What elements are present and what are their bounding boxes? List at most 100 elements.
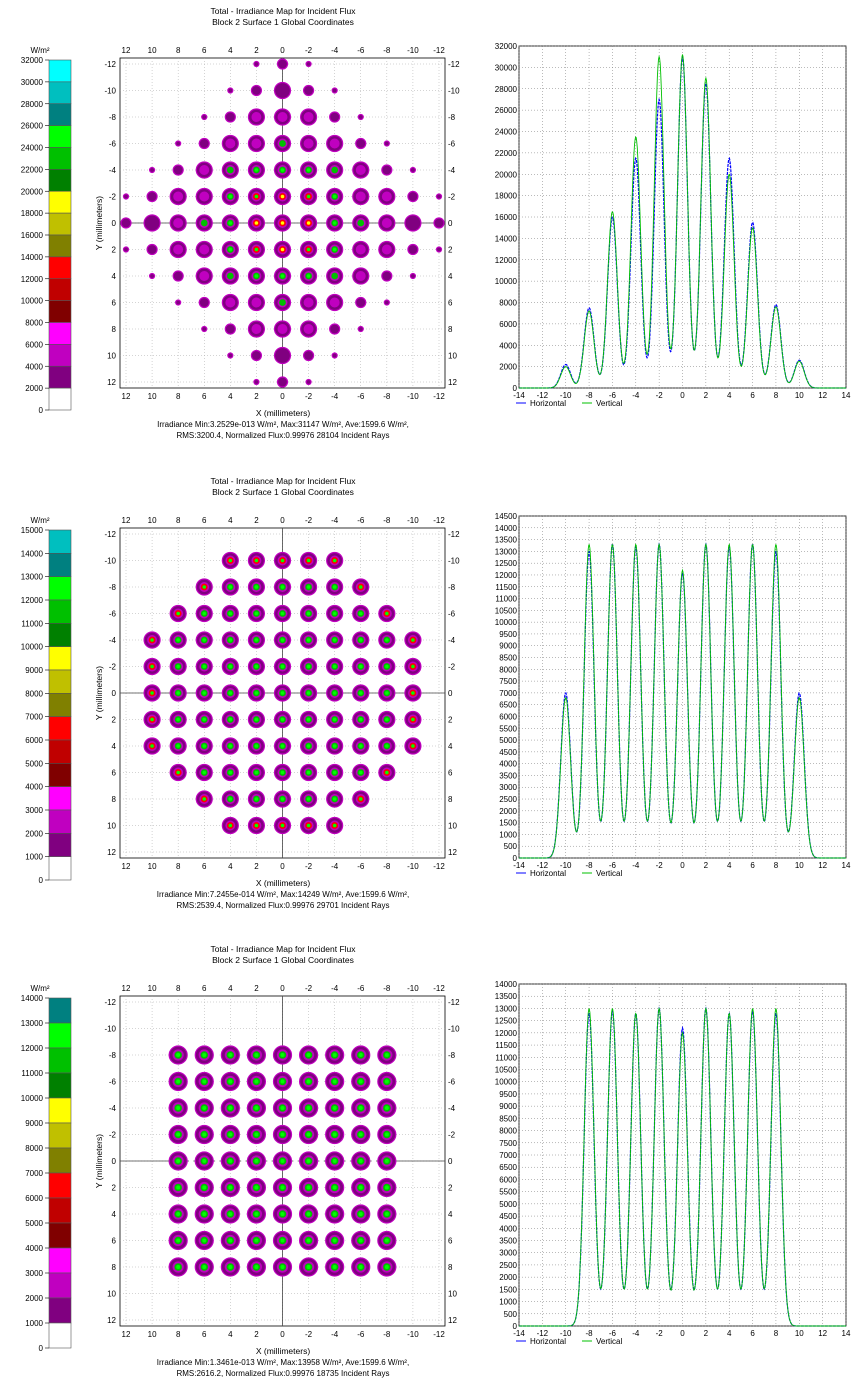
flux-spot-mid [251, 112, 262, 122]
profile-x-tick: -4 [632, 1329, 640, 1338]
map-y-tick-right: 6 [448, 769, 453, 778]
flux-spot-center [332, 1185, 337, 1190]
map-x-tick-bottom: -4 [331, 392, 339, 401]
flux-gap [318, 624, 325, 629]
legend-tick-label: 9000 [25, 1119, 43, 1128]
legend-swatch [48, 169, 72, 192]
profile-y-tick: 12500 [495, 559, 518, 568]
flux-gap [267, 1131, 272, 1138]
map-x-tick-bottom: -2 [305, 392, 313, 401]
flux-gap [162, 730, 169, 735]
flux-spot [355, 296, 367, 309]
flux-spot-center [306, 823, 311, 828]
map-y-tick-right: -10 [448, 87, 460, 96]
legend-swatch [48, 529, 72, 554]
flux-spot-center [176, 770, 180, 775]
flux-gap [344, 757, 351, 762]
flux-gap [292, 651, 299, 656]
flux-spot-center [228, 247, 233, 252]
legend-swatch [48, 716, 72, 741]
map-y-tick-left: -6 [109, 1078, 117, 1087]
flux-spot-center [254, 1212, 259, 1216]
map-y-tick-right: -6 [448, 610, 456, 619]
map-y-tick-left: -8 [109, 1051, 117, 1060]
flux-spot-center [228, 1265, 233, 1269]
flux-spot-center [176, 1159, 181, 1163]
legend-tick-label: 11000 [21, 1069, 43, 1078]
legend-swatch [48, 856, 72, 881]
stats-line-1: Irradiance Min:7.2455e-014 W/m², Max:142… [157, 890, 409, 899]
flux-spot-center [280, 221, 285, 225]
flux-gap [214, 757, 221, 762]
flux-spot-center [254, 221, 259, 225]
irradiance-panel-1: Total - Irradiance Map for Incident Flux… [0, 0, 859, 440]
flux-spot [122, 246, 130, 253]
profile-x-tick: 14 [842, 861, 851, 870]
flux-spot-center [358, 717, 363, 722]
flux-spot-center [176, 717, 180, 722]
map-title: Total - Irradiance Map for Incident Flux [210, 944, 356, 954]
map-y-tick-right: 12 [448, 848, 457, 857]
profile-x-tick: -2 [656, 861, 664, 870]
flux-spot-center [358, 797, 363, 801]
flux-spot-center [332, 664, 337, 669]
flux-spot-center [358, 1106, 363, 1110]
flux-spot-mid [199, 165, 210, 175]
map-x-tick-top: 8 [176, 516, 181, 525]
map-x-tick-bottom: 2 [254, 392, 259, 401]
flux-spot-center [202, 1159, 207, 1163]
flux-spot-center [202, 770, 207, 775]
profile-y-tick: 9500 [499, 1090, 517, 1099]
map-x-tick-top: 10 [148, 46, 157, 55]
flux-gap [370, 730, 377, 735]
flux-gap [319, 1210, 324, 1218]
flux-gap [371, 1263, 376, 1271]
legend-tick-label: 12000 [21, 275, 44, 284]
flux-gap [215, 1237, 220, 1244]
map-y-tick-right: 0 [448, 1157, 453, 1166]
legend-tick-label: 8000 [25, 689, 43, 698]
flux-spot [201, 113, 208, 121]
profile-x-tick: -12 [537, 1329, 549, 1338]
map-y-tick-right: 10 [448, 1290, 457, 1299]
map-y-tick-left: 4 [112, 1210, 117, 1219]
flux-gap [396, 704, 403, 709]
map-x-tick-top: 2 [254, 46, 259, 55]
map-x-tick-bottom: 4 [228, 392, 233, 401]
flux-spot-center [332, 1053, 337, 1057]
flux-spot-center [280, 274, 285, 278]
profile-y-tick: 13000 [495, 1004, 518, 1013]
profile-x-tick: 12 [818, 1329, 827, 1338]
flux-spot-mid [251, 324, 262, 334]
flux-spot-center [332, 797, 337, 801]
map-y-tick-left: 8 [112, 325, 117, 334]
map-y-tick-left: -12 [104, 998, 116, 1007]
flux-spot-mid [199, 244, 210, 255]
flux-spot-core [226, 272, 234, 280]
flux-spot-center [228, 1238, 233, 1243]
map-x-tick-top: -2 [305, 984, 313, 993]
flux-gap [266, 730, 273, 735]
map-x-tick-top: -6 [357, 984, 365, 993]
flux-gap [292, 677, 299, 682]
flux-spot-center [306, 247, 311, 252]
flux-spot-mid [199, 191, 210, 202]
flux-spot [407, 190, 419, 203]
irradiance-map: 12 12 10 10 8 8 6 6 4 4 2 2 0 0 -2 -2 -4 -4 -6 -6 -8 -8 -10 -10… [104, 46, 460, 401]
flux-gap [319, 1184, 324, 1191]
flux-spot-core [279, 299, 286, 306]
profile-x-tick: 8 [774, 391, 779, 400]
map-x-tick-top: -4 [331, 984, 339, 993]
flux-spot-mid [225, 138, 236, 149]
profile-y-tick: 0 [513, 384, 518, 393]
flux-spot-center [332, 1212, 337, 1216]
flux-spot-center [254, 558, 259, 563]
legend-vertical-label: Vertical [596, 1337, 622, 1346]
profile-y-tick: 6000 [499, 320, 517, 329]
flux-spot-center [306, 611, 311, 616]
flux-spot [331, 87, 338, 94]
profile-y-tick: 11000 [495, 595, 517, 604]
map-x-tick-top: 4 [228, 984, 233, 993]
profile-x-tick: -10 [560, 861, 572, 870]
flux-spot-center [280, 1132, 285, 1137]
